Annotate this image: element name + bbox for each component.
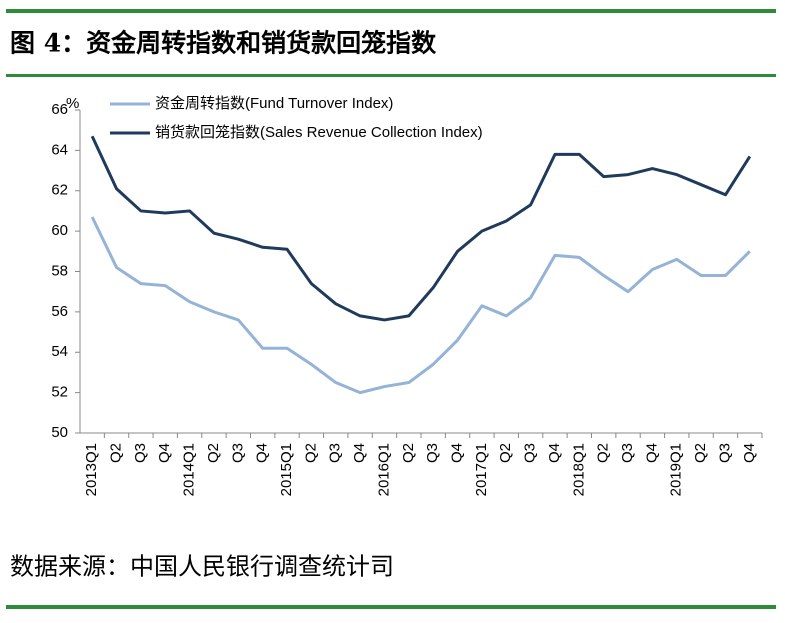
y-unit: % [66,95,79,112]
x-tick-label: Q2 [400,443,417,463]
x-tick-label: Q3 [424,443,441,463]
y-tick-label: 62 [51,182,68,199]
x-tick-label: Q2 [692,443,709,463]
y-tick-label: 66 [51,101,68,118]
x-tick-label: 2016Q1 [375,443,392,496]
series-line [90,135,752,322]
y-tick-label: 56 [51,303,68,320]
x-tick-label: Q4 [546,443,563,463]
x-tick-label: Q4 [741,443,758,463]
y-tick-label: 58 [51,262,68,279]
chart-title: 图 4：资金周转指数和销货款回笼指数 [10,29,437,58]
x-tick-label: Q3 [522,443,539,463]
x-tick-label: Q3 [716,443,733,463]
x-tick-label: 2019Q1 [668,443,685,496]
x-tick-label: 2015Q1 [278,443,295,496]
x-tick-label: Q3 [229,443,246,463]
x-tick-label: Q4 [643,443,660,463]
series-line [90,216,751,395]
y-tick-label: 54 [51,343,68,360]
source: 数据来源：中国人民银行调查统计司 [10,553,394,581]
legend-label: 销货款回笼指数(Sales Revenue Collection Index) [155,124,483,141]
y-tick-label: 52 [51,384,68,401]
x-tick-label: Q2 [205,443,222,463]
x-tick-label: 2013Q1 [83,443,100,496]
x-tick-label: 2017Q1 [473,443,490,496]
x-tick-label: Q4 [449,443,466,463]
x-tick-label: Q3 [327,443,344,463]
x-tick-label: 2014Q1 [181,443,198,496]
top-rule [6,9,776,13]
title-rule [6,74,776,77]
y-tick-label: 50 [51,424,68,441]
x-tick-label: 2018Q1 [570,443,587,496]
y-tick-label: 60 [51,222,68,239]
bottom-rule [6,605,776,609]
y-tick-label: 64 [51,141,68,158]
x-tick-label: Q4 [351,443,368,463]
x-tick-label: Q2 [595,443,612,463]
x-tick-label: Q2 [108,443,125,463]
legend-label: 资金周转指数(Fund Turnover Index) [155,95,393,112]
x-tick-label: Q4 [254,443,271,463]
x-tick-label: Q3 [132,443,149,463]
x-tick-label: Q2 [497,443,514,463]
x-tick-label: Q4 [156,443,173,463]
x-tick-label: Q2 [302,443,319,463]
x-tick-label: Q3 [619,443,636,463]
